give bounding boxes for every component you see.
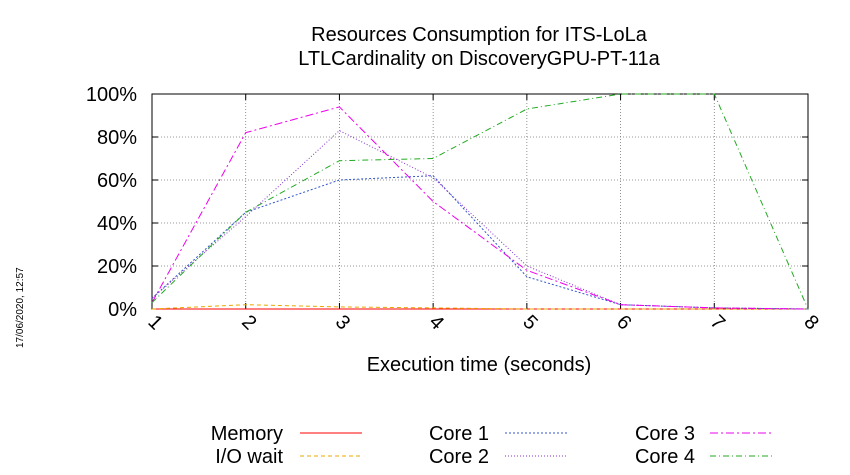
y-tick-label: 40% <box>97 213 137 235</box>
x-axis-label: Execution time (seconds) <box>367 354 592 376</box>
legend-label-core-3: Core 3 <box>635 423 695 445</box>
legend-label-memory: Memory <box>211 423 283 445</box>
y-tick-label: 60% <box>97 170 137 192</box>
x-tick-label: 4 <box>425 311 448 334</box>
legend-label-i-o-wait: I/O wait <box>215 446 283 468</box>
x-tick-label: 2 <box>237 311 260 334</box>
series-line-i-o-wait <box>151 304 808 310</box>
timestamp-text: 17/06/2020, 12:57 <box>15 267 26 348</box>
y-tick-label: 80% <box>97 127 137 149</box>
y-tick-label: 100% <box>86 84 137 106</box>
series-line-core-1 <box>151 175 809 310</box>
x-tick-label: 5 <box>518 311 541 334</box>
y-tick-label: 20% <box>97 256 137 278</box>
legend-label-core-4: Core 4 <box>635 446 695 468</box>
legend-label-core-1: Core 1 <box>429 423 489 445</box>
series-line-core-4 <box>151 93 809 310</box>
x-tick-label: 8 <box>799 311 822 334</box>
y-tick-label: 0% <box>108 299 137 321</box>
series-line-core-3 <box>151 106 809 310</box>
x-tick-label: 6 <box>612 311 635 334</box>
x-tick-label: 1 <box>143 311 166 334</box>
series-line-core-2 <box>151 129 809 310</box>
legend-label-core-2: Core 2 <box>429 446 489 468</box>
chart-title-line-1: Resources Consumption for ITS-LoLa <box>311 24 648 46</box>
x-tick-label: 7 <box>706 311 729 334</box>
grid-lines <box>152 94 808 309</box>
series-lines <box>151 93 809 310</box>
chart-title-line-2: LTLCardinality on DiscoveryGPU-PT-11a <box>298 48 660 70</box>
plot-frame <box>151 93 809 310</box>
timestamp-stamp: 17/06/2020, 12:57 <box>15 267 26 348</box>
axis-ticks: 0% 20% 40% 60% 80% 100% 1 2 3 4 5 6 7 8 <box>86 84 823 334</box>
x-tick-label: 3 <box>331 311 354 334</box>
